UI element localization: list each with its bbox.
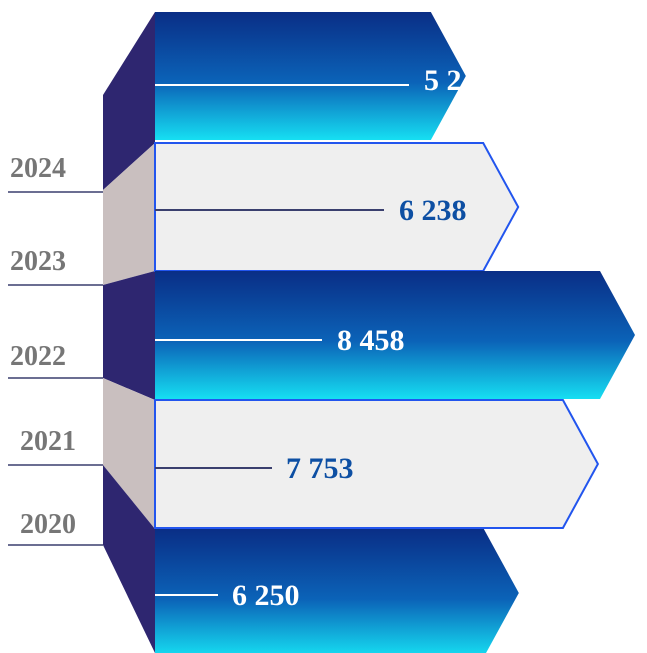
bar-2024	[155, 12, 466, 140]
value-label-2022: 8 458	[337, 324, 405, 357]
year-label-2024: 2024	[10, 153, 66, 184]
bars	[154, 12, 635, 653]
ribbon-2022	[103, 271, 155, 400]
value-label-2021: 7 753	[286, 452, 354, 485]
ribbon-2021	[103, 378, 155, 529]
value-label-2023: 6 238	[399, 194, 467, 227]
value-label-2020: 6 250	[232, 579, 300, 612]
value-label-2024: 5 243	[424, 64, 492, 97]
year-leader-lines	[8, 191, 103, 546]
bar-2022	[155, 271, 635, 399]
value-labels: 5 243 6 238 8 458 7 753 6 250	[232, 64, 492, 612]
bar-2023	[154, 142, 520, 272]
year-label-2020: 2020	[20, 509, 76, 540]
year-label-2023: 2023	[10, 246, 66, 277]
ribbon-2023	[103, 143, 155, 285]
bar-2020	[155, 529, 519, 653]
year-labels: 2024 2023 2022 2021 2020	[10, 153, 76, 540]
bar-2021	[154, 399, 600, 529]
ribbon-layer	[103, 12, 155, 653]
year-label-2022: 2022	[10, 341, 66, 372]
year-label-2021: 2021	[20, 426, 76, 457]
ribbon-2020	[103, 465, 155, 653]
ribbon-2024	[103, 12, 155, 190]
